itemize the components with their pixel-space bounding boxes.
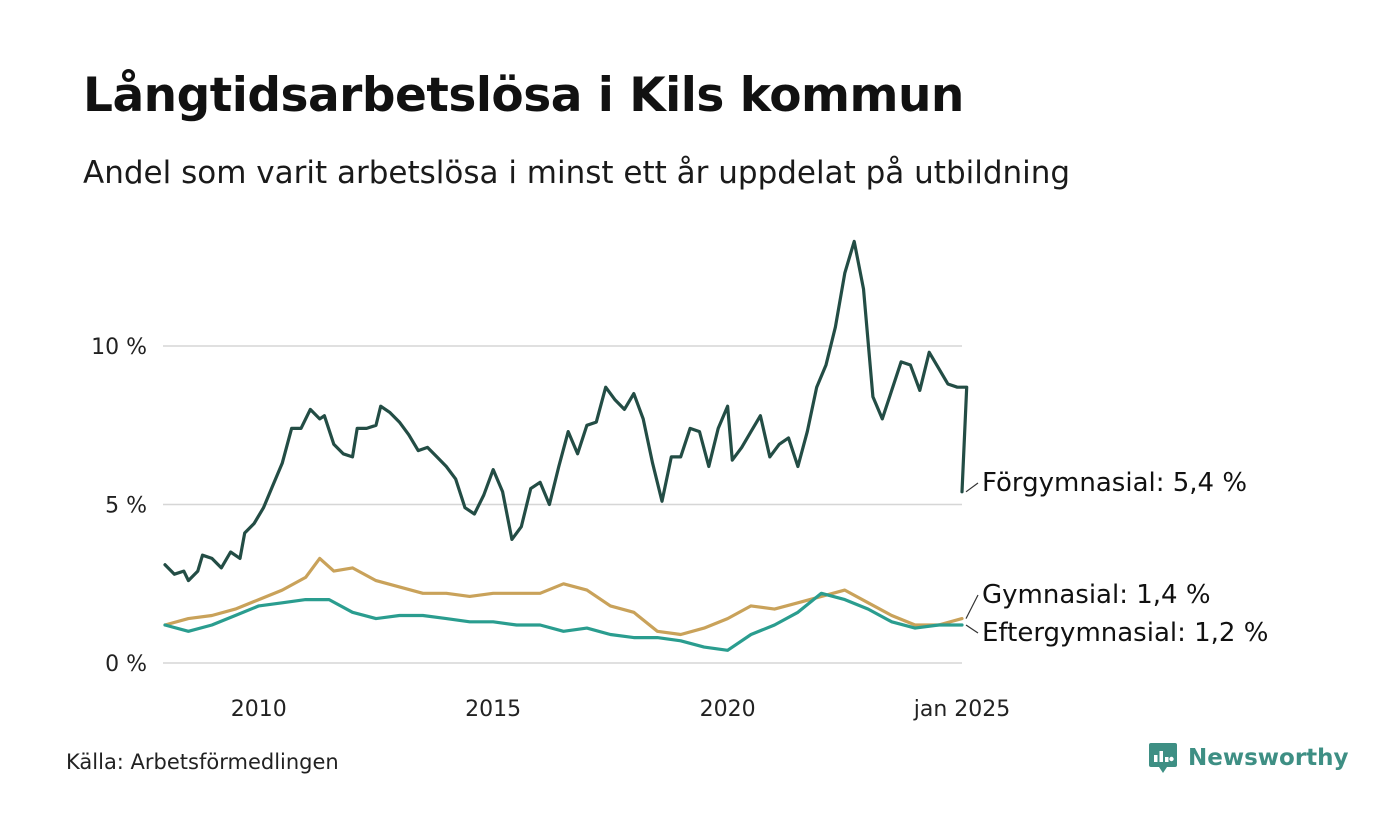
x-tick-label: 2020 [700,697,756,722]
brand-logo: Newsworthy [1148,742,1349,774]
x-tick-label: 2015 [465,697,521,722]
y-axis-ticks: 0 % 5 % 10 % [91,335,147,677]
source-note: Källa: Arbetsförmedlingen [66,750,339,774]
series-leader-line [965,624,979,634]
newsworthy-logo-icon [1149,743,1177,773]
x-axis-ticks: 2010 2015 2020 jan 2025 [231,697,1011,722]
series-end-label: Eftergymnasial: 1,2 % [982,618,1268,648]
series-lines [163,239,969,652]
y-tick-label: 0 % [105,652,147,677]
gridlines [163,345,962,664]
y-tick-label: 5 % [105,494,147,519]
series-line-förgymnasial [163,239,969,583]
series-leader-line [965,594,979,619]
series-leader-line [965,482,979,493]
y-tick-label: 10 % [91,335,147,360]
series-end-label: Förgymnasial: 5,4 % [982,468,1247,498]
chart-title: Långtidsarbetslösa i Kils kommun [83,68,964,123]
series-line-gymnasial [163,556,964,637]
series-end-label: Gymnasial: 1,4 % [982,580,1211,610]
series-end-labels: Förgymnasial: 5,4 % Gymnasial: 1,4 % Efter… [965,468,1268,648]
series-line-eftergymnasial [163,591,964,652]
x-tick-label: jan 2025 [913,697,1011,722]
x-tick-label: 2010 [231,697,287,722]
line-chart: 0 % 5 % 10 % 2010 2015 2020 jan 2025 Förgymna… [91,239,1268,722]
brand-name: Newsworthy [1188,745,1349,771]
chart-subtitle: Andel som varit arbetslösa i minst ett å… [83,155,1071,191]
